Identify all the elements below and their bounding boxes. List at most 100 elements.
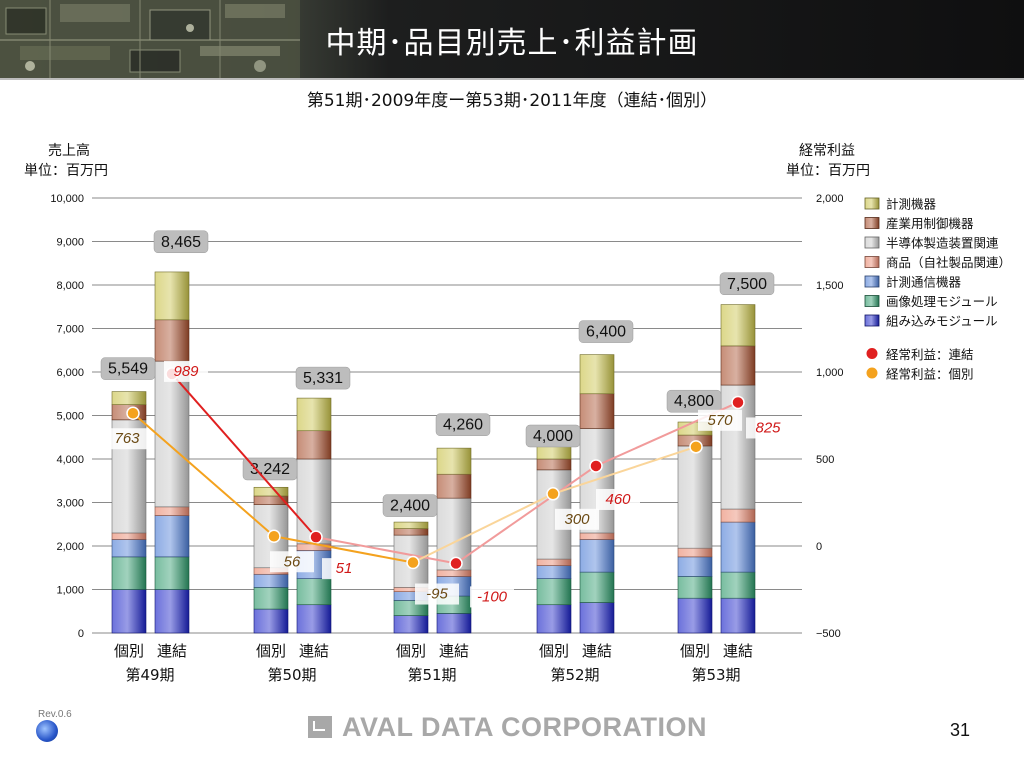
bar-segment [720, 304, 756, 347]
bar-segment [154, 589, 190, 634]
right-tick-label: 500 [816, 454, 834, 466]
legend-swatch [864, 295, 880, 307]
legend-swatch [864, 197, 880, 210]
total-label-box [719, 272, 775, 295]
profit-value-label: 51 [336, 560, 353, 577]
profit-value-label: 989 [173, 363, 199, 380]
bar-segment [720, 345, 756, 386]
bar-segment [677, 556, 713, 577]
left-axis-title: 売上高 [48, 143, 90, 159]
bar-category-label: 個別 [256, 642, 286, 660]
slide-title: 中期･品目別売上･利益計画 [325, 26, 699, 61]
left-tick-label: 4,000 [56, 454, 84, 466]
total-label-box [382, 494, 438, 517]
bar-segment [720, 571, 756, 599]
total-label-box [242, 457, 298, 481]
bar-segment [296, 458, 332, 545]
profit-point [731, 395, 745, 410]
profit-label-bg [322, 558, 366, 580]
company-logo-icon [308, 716, 332, 738]
bar-segment [111, 556, 147, 590]
bar-category-label: 連結 [299, 642, 329, 660]
left-tick-label: 10,000 [50, 193, 84, 205]
bar-segment [111, 539, 147, 558]
left-tick-label: 2,000 [56, 541, 84, 553]
left-tick-label: 8,000 [56, 280, 84, 292]
profit-value-label: -100 [477, 588, 508, 605]
bar-category-label: 個別 [539, 642, 569, 660]
bar-category-label: 連結 [582, 642, 612, 660]
profit-line-segment [171, 373, 317, 538]
profit-label-bg [746, 417, 790, 439]
profit-point [546, 487, 560, 501]
right-tick-label: −500 [816, 628, 841, 640]
right-tick-label: 1,500 [816, 280, 844, 292]
revision-label: Rev.0.6 [38, 709, 72, 720]
bar-segment [154, 515, 190, 558]
total-label-box [153, 230, 209, 254]
bar-segment [436, 473, 472, 499]
total-label-box [666, 389, 722, 413]
period-label: 第53期 [691, 666, 740, 684]
left-tick-label: 5,000 [56, 411, 84, 423]
bar-segment [393, 521, 429, 529]
bar-segment [111, 589, 147, 634]
profit-label-bg [698, 409, 742, 431]
bar-segment [393, 615, 429, 634]
bar-segment [579, 393, 615, 429]
profit-value-label: 460 [605, 491, 631, 508]
total-label: 2,400 [390, 498, 430, 515]
total-label: 4,260 [443, 417, 483, 434]
bar-segment [296, 430, 332, 460]
legend-swatch [864, 236, 880, 249]
bar-category-label: 個別 [114, 642, 144, 660]
profit-label-bg [164, 360, 208, 382]
bar-category-label: 連結 [439, 642, 469, 660]
bar-segment [253, 486, 289, 497]
bar-category-label: 個別 [680, 642, 710, 660]
left-tick-label: 1,000 [56, 585, 84, 597]
total-label: 5,331 [303, 370, 343, 387]
profit-point [406, 555, 420, 570]
left-tick-label: 0 [78, 628, 84, 640]
profit-point [689, 440, 703, 454]
total-label: 4,000 [533, 428, 573, 445]
profit-label-bg [470, 586, 514, 608]
profit-value-label: 763 [114, 430, 140, 447]
bar-segment [536, 578, 572, 606]
legend-swatch [864, 275, 880, 288]
left-tick-label: 9,000 [56, 237, 84, 249]
legend-swatch [864, 217, 880, 229]
bar-category-label: 連結 [157, 642, 187, 660]
bar-segment [436, 569, 472, 577]
legend-label: 産業用制御機器 [886, 216, 974, 231]
profit-label-bg [415, 583, 459, 605]
bar-segment [436, 447, 472, 475]
company-logo: AVAL DATA CORPORATION [308, 712, 707, 743]
total-label: 8,465 [161, 234, 201, 251]
profit-value-label: 56 [284, 553, 301, 570]
profit-label-bg [596, 488, 640, 510]
right-tick-label: 1,000 [816, 367, 844, 379]
total-label-box [578, 320, 634, 343]
legend-swatch [864, 314, 880, 327]
profit-line-segment [412, 492, 554, 564]
total-label: 4,800 [674, 393, 714, 410]
period-label: 第51期 [407, 666, 456, 684]
title-banner: 中期･品目別売上･利益計画 [0, 0, 1024, 80]
bar-segment [720, 521, 756, 573]
legend-label: 画像処理モジュール [886, 294, 998, 309]
legend-label: 計測通信機器 [886, 275, 962, 290]
bar-segment [536, 445, 572, 460]
left-tick-label: 3,000 [56, 498, 84, 510]
period-label: 第50期 [267, 666, 316, 684]
profit-point [309, 530, 323, 544]
bar-segment [677, 576, 713, 599]
bar-segment [154, 271, 190, 321]
legend-label: 経常利益：個別 [886, 367, 974, 382]
bar-segment [296, 578, 332, 606]
revision-icon [36, 720, 58, 742]
total-label: 6,400 [586, 324, 626, 341]
bar-segment [536, 558, 572, 566]
bar-segment [154, 360, 190, 508]
